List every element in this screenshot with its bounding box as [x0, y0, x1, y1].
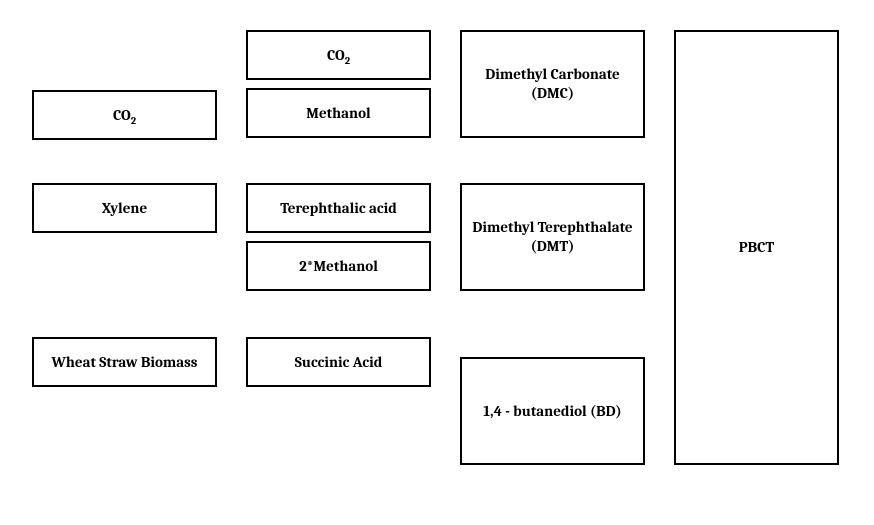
node-label: Dimethyl Carbonate (DMC)	[468, 65, 637, 103]
node-bd: 1,4 - butanediol (BD)	[460, 357, 645, 465]
node-label: 1,4 - butanediol (BD)	[483, 402, 621, 421]
node-label: Succinic Acid	[295, 353, 383, 372]
diagram-canvas: CO2 CO2 Methanol Dimethyl Carbonate (DMC) Xy…	[0, 0, 874, 525]
node-xylene: Xylene	[32, 183, 217, 233]
node-label: Wheat Straw Biomass	[52, 353, 198, 372]
node-label: CO2	[327, 46, 350, 65]
node-methanol: Methanol	[246, 88, 431, 138]
node-wheat: Wheat Straw Biomass	[32, 337, 217, 387]
node-label: Xylene	[102, 199, 147, 218]
node-label: Terephthalic acid	[280, 199, 397, 218]
node-label: Dimethyl Terephthalate (DMT)	[468, 218, 637, 256]
node-dmt: Dimethyl Terephthalate (DMT)	[460, 183, 645, 291]
node-tpa: Terephthalic acid	[246, 183, 431, 233]
node-co2_left: CO2	[32, 90, 217, 140]
node-dmc: Dimethyl Carbonate (DMC)	[460, 30, 645, 138]
node-label: 2*Methanol	[299, 257, 378, 276]
node-pbct: PBCT	[674, 30, 839, 465]
node-meoh2: 2*Methanol	[246, 241, 431, 291]
node-succinic: Succinic Acid	[246, 337, 431, 387]
node-co2_top: CO2	[246, 30, 431, 80]
node-label: CO2	[113, 106, 136, 125]
node-label: PBCT	[739, 238, 774, 257]
node-label: Methanol	[306, 104, 370, 123]
